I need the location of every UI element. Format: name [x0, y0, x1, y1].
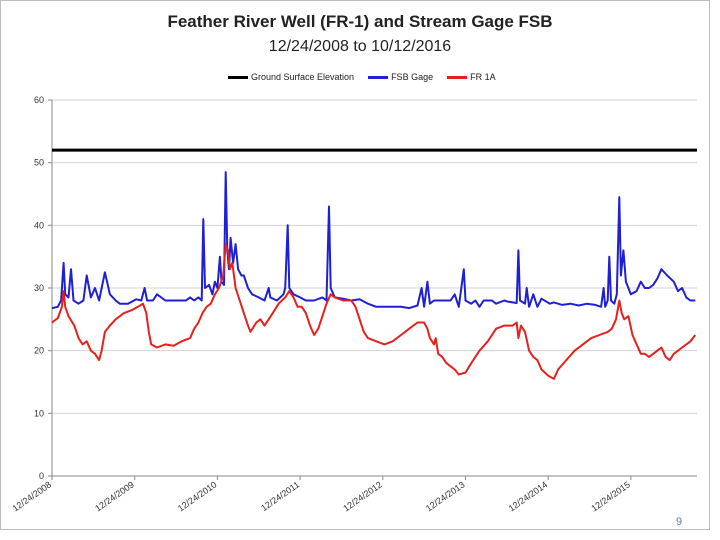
legend-item-ground-surface: Ground Surface Elevation: [228, 72, 354, 82]
x-tick-label-7: 12/24/2015: [589, 479, 632, 513]
chart-title: Feather River Well (FR-1) and Stream Gag…: [167, 12, 553, 31]
legend-label-fsb-gage: FSB Gage: [391, 72, 434, 82]
legend-swatch-ground-surface: [228, 75, 248, 79]
y-tick-label-50: 50: [34, 158, 44, 168]
legend-label-ground-surface: Ground Surface Elevation: [251, 72, 355, 82]
x-tick-label-1: 12/24/2009: [93, 479, 136, 513]
series-line-fr-1a: [51, 243, 697, 380]
y-tick-label-30: 30: [34, 283, 44, 293]
x-tick-label-4: 12/24/2012: [341, 479, 384, 513]
legend-item-fsb-gage: FSB Gage: [368, 72, 433, 82]
x-tick-label-2: 12/24/2010: [176, 479, 219, 513]
legend-swatch-fsb-gage: [368, 75, 389, 79]
chart-subtitle: 12/24/2008 to 10/12/2016: [268, 38, 452, 55]
y-tick-label-10: 10: [34, 408, 44, 418]
legend-label-fr-1a: FR 1A: [470, 72, 496, 82]
x-tick-label-5: 12/24/2013: [424, 479, 467, 513]
legend: Ground Surface Elevation FSB Gage FR 1A: [228, 70, 510, 84]
y-tick-label-0: 0: [39, 471, 44, 481]
y-tick-label-40: 40: [34, 220, 44, 230]
x-tick-label-6: 12/24/2014: [507, 479, 550, 513]
chart-frame: [0, 0, 710, 530]
x-tick-label-3: 12/24/2011: [259, 479, 301, 513]
y-tick-label-20: 20: [34, 346, 44, 356]
y-tick-label-60: 60: [34, 95, 44, 105]
x-tick-label-0: 12/24/2008: [11, 479, 54, 513]
page-number: 9: [676, 516, 683, 528]
legend-swatch-fr-1a: [447, 75, 468, 79]
legend-item-fr-1a: FR 1A: [447, 72, 496, 82]
